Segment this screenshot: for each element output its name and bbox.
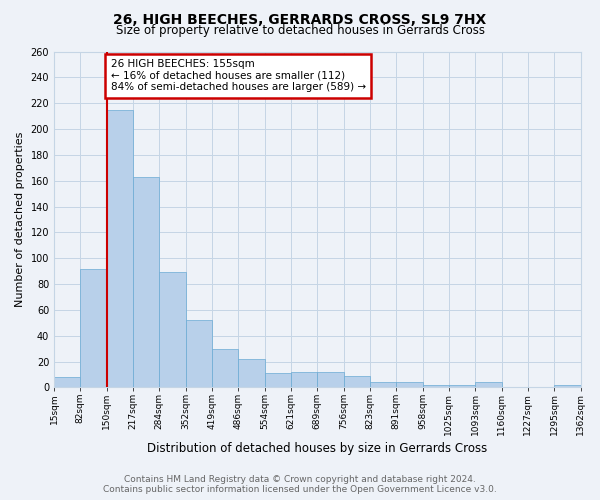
Text: 26, HIGH BEECHES, GERRARDS CROSS, SL9 7HX: 26, HIGH BEECHES, GERRARDS CROSS, SL9 7H… <box>113 12 487 26</box>
Bar <box>160 272 185 388</box>
Bar <box>396 382 422 388</box>
X-axis label: Distribution of detached houses by size in Gerrards Cross: Distribution of detached houses by size … <box>147 442 487 455</box>
Bar <box>449 385 475 388</box>
Bar <box>107 110 133 388</box>
Bar <box>238 359 265 388</box>
Bar <box>344 376 370 388</box>
Bar <box>54 377 80 388</box>
Text: Size of property relative to detached houses in Gerrards Cross: Size of property relative to detached ho… <box>115 24 485 37</box>
Text: 26 HIGH BEECHES: 155sqm
← 16% of detached houses are smaller (112)
84% of semi-d: 26 HIGH BEECHES: 155sqm ← 16% of detache… <box>110 60 366 92</box>
Bar <box>422 385 449 388</box>
Bar <box>291 372 317 388</box>
Bar <box>212 348 238 388</box>
Bar <box>370 382 396 388</box>
Bar <box>133 177 160 388</box>
Bar <box>80 268 107 388</box>
Bar <box>554 385 581 388</box>
Bar <box>185 320 212 388</box>
Bar <box>475 382 502 388</box>
Text: Contains HM Land Registry data © Crown copyright and database right 2024.
Contai: Contains HM Land Registry data © Crown c… <box>103 474 497 494</box>
Bar <box>265 373 291 388</box>
Bar <box>317 372 344 388</box>
Y-axis label: Number of detached properties: Number of detached properties <box>15 132 25 307</box>
